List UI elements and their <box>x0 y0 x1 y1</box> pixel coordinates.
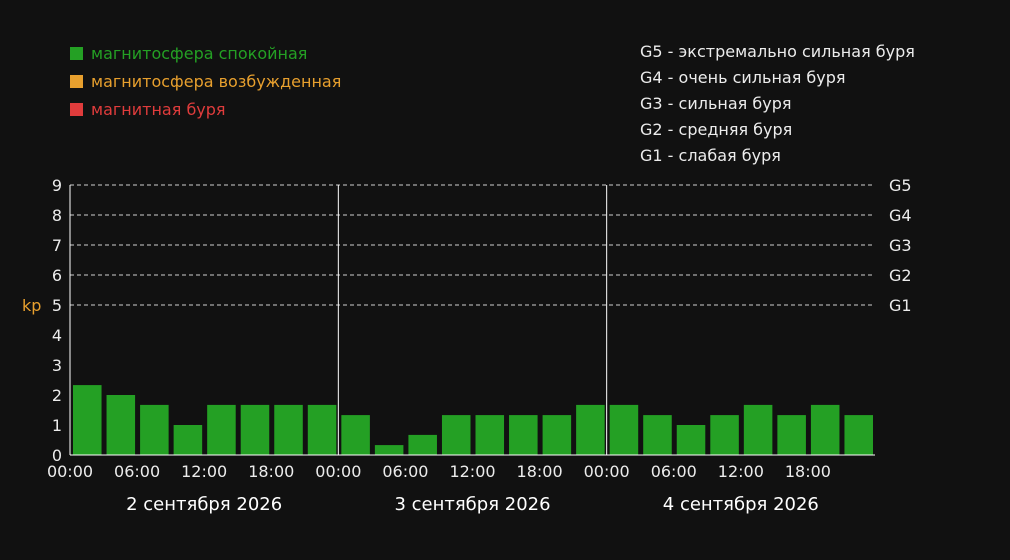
day-label: 4 сентября 2026 <box>663 494 819 515</box>
x-tick-label: 06:00 <box>651 462 697 481</box>
right-axis-label-g4: G4 <box>889 206 912 225</box>
y-tick-label: 3 <box>52 356 62 375</box>
storm-scale-g1: G1 - слабая буря <box>640 146 781 165</box>
kp-bar <box>240 404 270 455</box>
y-axis-label: kp <box>22 296 41 315</box>
kp-bar <box>475 415 505 455</box>
x-tick-label: 00:00 <box>584 462 630 481</box>
y-tick-label: 6 <box>52 266 62 285</box>
x-tick-label: 18:00 <box>517 462 563 481</box>
kp-bar <box>743 404 773 455</box>
y-tick-label: 9 <box>52 176 62 195</box>
x-tick-label: 06:00 <box>382 462 428 481</box>
kp-bar <box>710 415 739 455</box>
x-tick-label: 00:00 <box>315 462 361 481</box>
storm-scale-g5: G5 - экстремально сильная буря <box>640 42 915 61</box>
kp-bar <box>609 404 639 455</box>
kp-bar <box>509 415 538 455</box>
storm-scale-g4: G4 - очень сильная буря <box>640 68 846 87</box>
y-tick-label: 5 <box>52 296 62 315</box>
kp-bar <box>73 385 102 455</box>
right-axis-label-g5: G5 <box>889 176 912 195</box>
kp-bar <box>173 425 203 455</box>
right-axis-label-g2: G2 <box>889 266 912 285</box>
kp-bar <box>676 425 706 455</box>
day-label: 2 сентября 2026 <box>126 494 282 515</box>
kp-bar <box>643 415 672 455</box>
legend-swatch-excited <box>70 75 83 88</box>
y-tick-label: 4 <box>52 326 62 345</box>
legend-label-storm: магнитная буря <box>91 100 226 119</box>
kp-bar <box>374 445 404 455</box>
kp-bar <box>307 404 337 455</box>
y-tick-label: 2 <box>52 386 62 405</box>
x-tick-label: 12:00 <box>718 462 764 481</box>
x-tick-label: 06:00 <box>114 462 160 481</box>
storm-scale-list: G5 - экстремально сильная буря G4 - очен… <box>640 39 915 169</box>
y-tick-label: 7 <box>52 236 62 255</box>
x-tick-label: 18:00 <box>785 462 831 481</box>
x-tick-label: 18:00 <box>248 462 294 481</box>
legend-item-excited: магнитосфера возбужденная <box>70 72 341 91</box>
storm-scale-g3: G3 - сильная буря <box>640 94 792 113</box>
kp-bar <box>810 404 840 455</box>
right-axis-label-g3: G3 <box>889 236 912 255</box>
legend-swatch-storm <box>70 103 83 116</box>
right-axis-label-g1: G1 <box>889 296 912 315</box>
storm-scale-g2: G2 - средняя буря <box>640 120 793 139</box>
day-label: 3 сентября 2026 <box>394 494 550 515</box>
kp-bar <box>106 395 136 455</box>
x-tick-label: 12:00 <box>181 462 227 481</box>
kp-bar <box>542 415 572 455</box>
x-tick-label: 12:00 <box>449 462 495 481</box>
legend-swatch-quiet <box>70 47 83 60</box>
legend-item-storm: магнитная буря <box>70 100 226 119</box>
y-tick-label: 0 <box>52 446 62 465</box>
kp-bar <box>341 415 370 455</box>
kp-bar <box>576 404 605 455</box>
kp-bar <box>274 404 303 455</box>
kp-bar <box>408 434 437 455</box>
y-tick-label: 1 <box>52 416 62 435</box>
y-tick-label: 8 <box>52 206 62 225</box>
kp-bar <box>441 415 471 455</box>
legend-label-excited: магнитосфера возбужденная <box>91 72 342 91</box>
legend-item-quiet: магнитосфера спокойная <box>70 44 307 63</box>
kp-bar <box>777 415 806 455</box>
kp-bar <box>140 404 169 455</box>
kp-bar <box>844 415 873 455</box>
x-tick-label: 00:00 <box>47 462 93 481</box>
legend-label-quiet: магнитосфера спокойная <box>91 44 308 63</box>
kp-bar <box>207 404 236 455</box>
